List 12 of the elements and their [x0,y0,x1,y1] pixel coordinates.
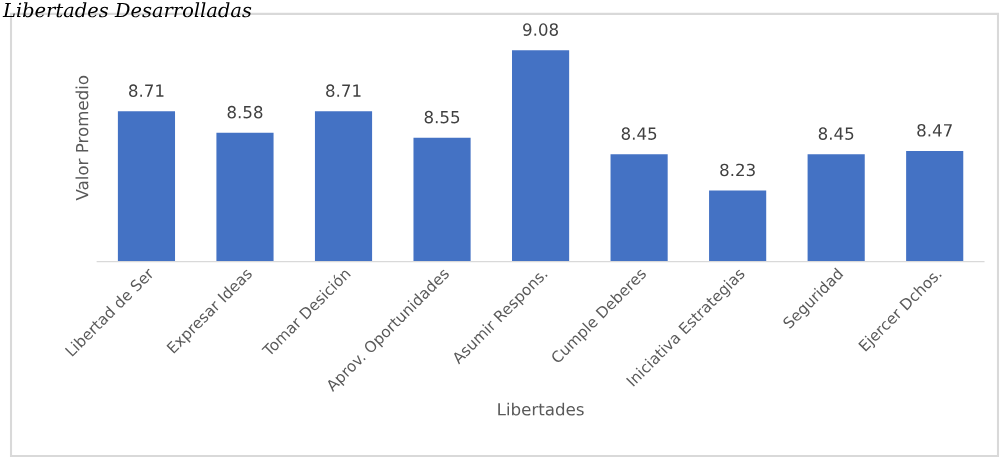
data-label: 9.08 [523,23,558,36]
chart-title: Libertades Desarrolladas [2,2,252,18]
data-label: 8.45 [818,127,854,140]
data-label: 8.71 [129,84,164,97]
data-label: 8.23 [720,163,755,177]
data-label: 8.47 [917,124,952,137]
data-label: 8.71 [326,84,361,97]
x-axis-title: Libertades [498,402,584,416]
data-label: 8.55 [424,110,460,124]
data-label: 8.58 [227,105,263,119]
data-label: 8.45 [621,127,657,140]
y-axis-title: Valor Promedio [75,75,89,201]
